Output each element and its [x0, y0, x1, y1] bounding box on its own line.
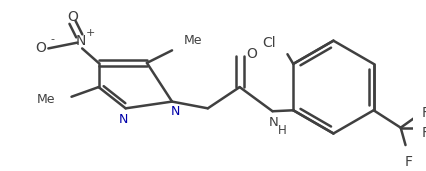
Text: Me: Me [37, 93, 55, 106]
Text: N: N [76, 34, 86, 48]
Text: Cl: Cl [262, 36, 275, 50]
Text: +: + [86, 28, 95, 38]
Text: O: O [67, 10, 78, 24]
Text: N: N [119, 113, 128, 126]
Text: Me: Me [183, 34, 201, 47]
Text: H: H [277, 124, 286, 137]
Text: O: O [35, 41, 46, 55]
Text: F: F [421, 106, 426, 120]
Text: F: F [403, 155, 412, 169]
Text: N: N [268, 116, 278, 129]
Text: N: N [170, 105, 179, 118]
Text: F: F [421, 126, 426, 140]
Text: O: O [245, 47, 256, 61]
Text: -: - [50, 34, 54, 44]
